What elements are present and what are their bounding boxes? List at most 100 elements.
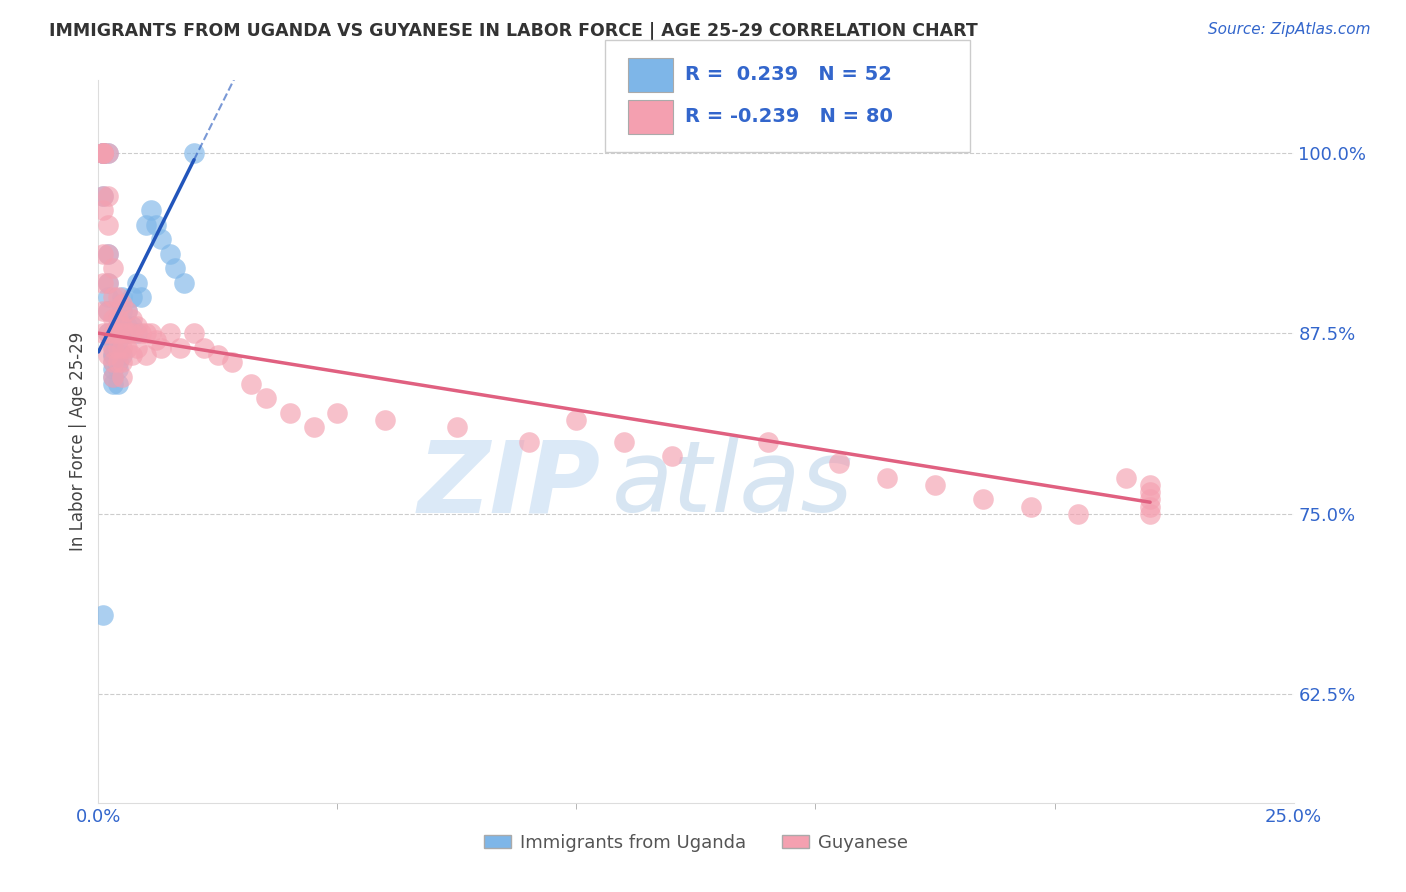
Point bbox=[91, 145, 114, 160]
Point bbox=[101, 290, 124, 304]
Point bbox=[125, 326, 148, 341]
Point bbox=[91, 145, 114, 160]
Point bbox=[131, 290, 153, 304]
Point bbox=[91, 276, 114, 290]
Point bbox=[101, 326, 124, 341]
Point bbox=[101, 341, 124, 355]
Point bbox=[107, 348, 129, 362]
Point bbox=[107, 326, 129, 341]
Point bbox=[1115, 471, 1137, 485]
Point bbox=[91, 145, 114, 160]
Point bbox=[97, 145, 120, 160]
Point bbox=[278, 406, 301, 420]
Point bbox=[756, 434, 779, 449]
Point bbox=[97, 304, 120, 318]
Point bbox=[111, 297, 134, 311]
Point bbox=[101, 311, 124, 326]
Point bbox=[149, 232, 172, 246]
Point bbox=[115, 304, 138, 318]
Point bbox=[101, 362, 124, 376]
Point bbox=[97, 276, 120, 290]
Point bbox=[107, 311, 129, 326]
Point bbox=[121, 290, 143, 304]
Point bbox=[111, 290, 134, 304]
Point bbox=[101, 348, 124, 362]
Point bbox=[111, 348, 134, 362]
Point bbox=[107, 355, 129, 369]
Point bbox=[135, 326, 157, 341]
Point bbox=[121, 326, 143, 341]
Point bbox=[240, 376, 263, 391]
Point bbox=[107, 355, 129, 369]
Point bbox=[107, 290, 129, 304]
Point bbox=[97, 304, 120, 318]
Point bbox=[145, 334, 167, 348]
Point bbox=[1139, 485, 1161, 500]
Point bbox=[107, 334, 129, 348]
Point bbox=[111, 369, 134, 384]
Text: atlas: atlas bbox=[613, 436, 853, 533]
Point bbox=[159, 246, 181, 260]
Point bbox=[97, 326, 120, 341]
Point bbox=[97, 276, 120, 290]
Point bbox=[101, 348, 124, 362]
Point bbox=[91, 189, 114, 203]
Point bbox=[163, 261, 186, 276]
Point bbox=[111, 318, 134, 333]
Point bbox=[97, 218, 120, 232]
Point bbox=[115, 304, 138, 318]
Point bbox=[101, 369, 124, 384]
Point bbox=[101, 326, 124, 341]
Text: IMMIGRANTS FROM UGANDA VS GUYANESE IN LABOR FORCE | AGE 25-29 CORRELATION CHART: IMMIGRANTS FROM UGANDA VS GUYANESE IN LA… bbox=[49, 22, 979, 40]
Point bbox=[107, 376, 129, 391]
Point bbox=[159, 326, 181, 341]
Point bbox=[115, 326, 138, 341]
Point bbox=[661, 449, 683, 463]
Point bbox=[107, 362, 129, 376]
Point bbox=[101, 334, 124, 348]
Point bbox=[97, 246, 120, 260]
Point bbox=[91, 304, 114, 318]
Point bbox=[121, 311, 143, 326]
Point bbox=[107, 318, 129, 333]
Point bbox=[91, 326, 114, 341]
Point bbox=[101, 326, 124, 341]
Point bbox=[111, 326, 134, 341]
Point bbox=[91, 145, 114, 160]
Point bbox=[173, 276, 195, 290]
Point bbox=[565, 413, 588, 427]
Point bbox=[101, 355, 124, 369]
Point bbox=[91, 189, 114, 203]
Point bbox=[1139, 492, 1161, 507]
Point bbox=[876, 471, 898, 485]
Point bbox=[111, 326, 134, 341]
Point bbox=[101, 355, 124, 369]
Point bbox=[828, 456, 851, 470]
Point bbox=[169, 341, 191, 355]
Point bbox=[101, 376, 124, 391]
Text: ZIP: ZIP bbox=[418, 436, 600, 533]
Point bbox=[374, 413, 396, 427]
Point bbox=[121, 348, 143, 362]
Point bbox=[97, 348, 120, 362]
Point bbox=[1139, 478, 1161, 492]
Point bbox=[121, 318, 143, 333]
Y-axis label: In Labor Force | Age 25-29: In Labor Force | Age 25-29 bbox=[69, 332, 87, 551]
Point bbox=[101, 326, 124, 341]
Point bbox=[183, 326, 205, 341]
Point bbox=[125, 276, 148, 290]
Point bbox=[101, 341, 124, 355]
Point bbox=[1139, 500, 1161, 514]
Point bbox=[517, 434, 540, 449]
Point bbox=[101, 334, 124, 348]
Point bbox=[101, 369, 124, 384]
Point bbox=[972, 492, 994, 507]
Point bbox=[111, 304, 134, 318]
Text: R =  0.239   N = 52: R = 0.239 N = 52 bbox=[685, 65, 891, 85]
Point bbox=[193, 341, 215, 355]
Point bbox=[139, 326, 162, 341]
Point bbox=[1139, 507, 1161, 521]
Point bbox=[135, 218, 157, 232]
Point bbox=[924, 478, 946, 492]
Point bbox=[101, 261, 124, 276]
